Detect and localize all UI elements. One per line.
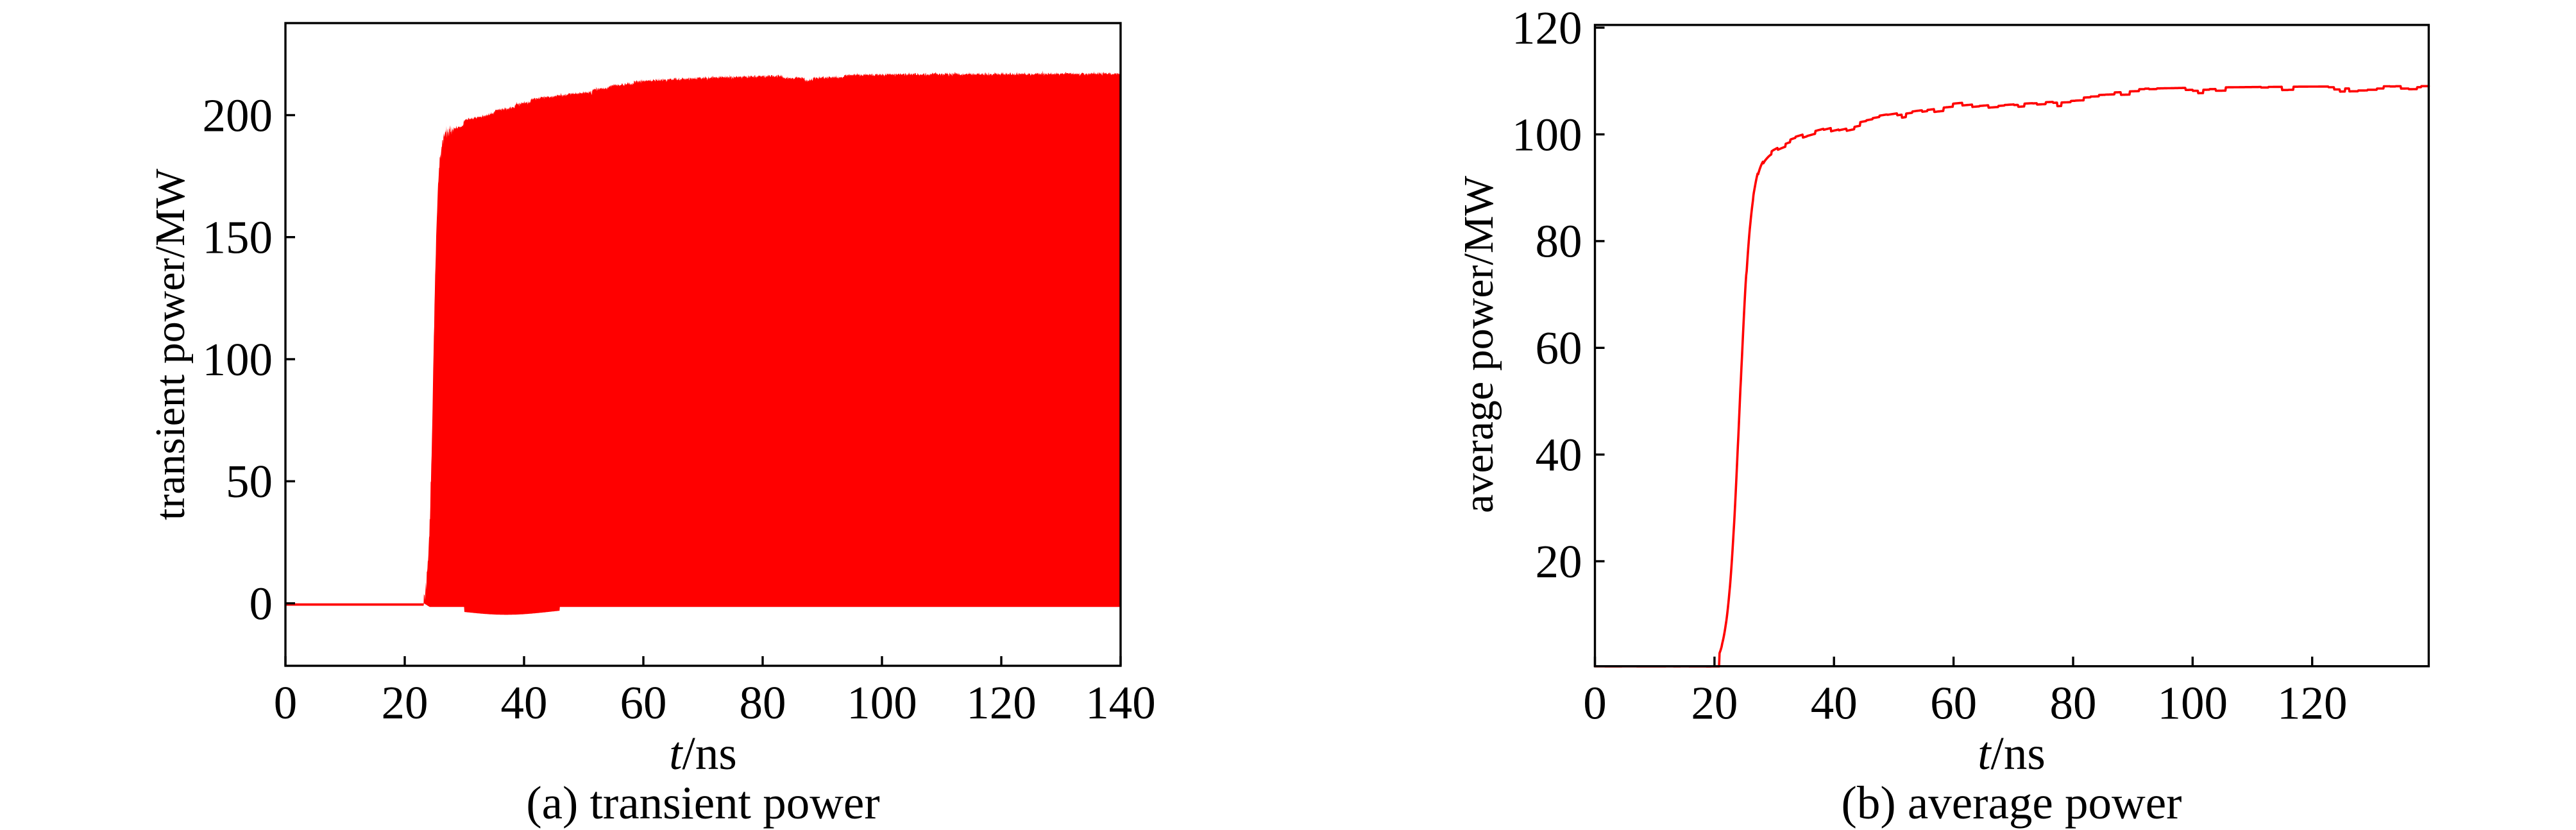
svg-text:120: 120 xyxy=(2277,677,2348,729)
svg-text:60: 60 xyxy=(1930,677,1977,729)
svg-text:150: 150 xyxy=(203,212,273,264)
svg-text:80: 80 xyxy=(740,677,786,729)
svg-text:80: 80 xyxy=(1536,216,1582,267)
svg-text:20: 20 xyxy=(1536,536,1582,588)
svg-text:100: 100 xyxy=(1512,108,1582,160)
svg-text:100: 100 xyxy=(203,334,273,385)
svg-text:0: 0 xyxy=(1583,677,1607,729)
svg-text:60: 60 xyxy=(1536,322,1582,374)
svg-text:0: 0 xyxy=(274,677,298,729)
svg-text:80: 80 xyxy=(2050,677,2097,729)
svg-text:100: 100 xyxy=(847,677,917,729)
svg-text:200: 200 xyxy=(203,89,273,141)
svg-text:40: 40 xyxy=(1811,677,1858,729)
svg-text:40: 40 xyxy=(1536,429,1582,481)
svg-text:120: 120 xyxy=(1512,2,1582,54)
svg-text:140: 140 xyxy=(1085,677,1156,729)
svg-text:20: 20 xyxy=(1691,677,1738,729)
svg-text:0: 0 xyxy=(250,577,273,629)
svg-text:20: 20 xyxy=(382,677,428,729)
svg-text:100: 100 xyxy=(2158,677,2228,729)
svg-text:60: 60 xyxy=(620,677,667,729)
svg-text:40: 40 xyxy=(501,677,548,729)
svg-text:120: 120 xyxy=(966,677,1037,729)
svg-text:50: 50 xyxy=(226,455,273,507)
